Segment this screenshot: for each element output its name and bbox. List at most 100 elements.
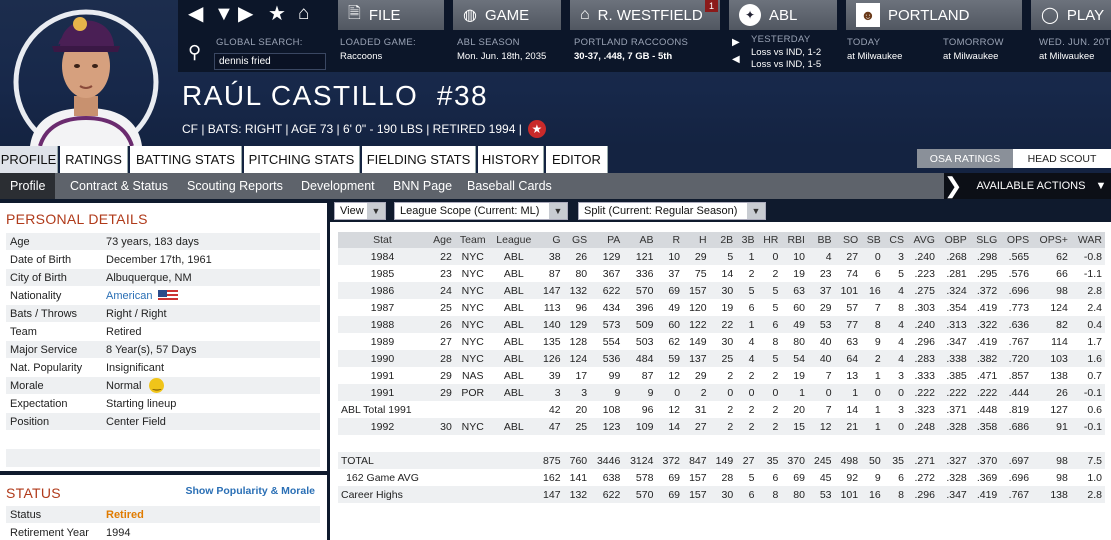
menu-file-button[interactable]: 🗎 FILE bbox=[338, 0, 444, 30]
nationality-link[interactable]: American bbox=[106, 289, 153, 302]
column-header-obp[interactable]: OBP bbox=[937, 232, 970, 248]
menu-game-button[interactable]: ◍ GAME bbox=[453, 0, 561, 30]
column-header-2b[interactable]: 2B bbox=[709, 232, 737, 248]
table-cell: 149 bbox=[709, 452, 737, 469]
table-cell: 40 bbox=[807, 350, 835, 367]
table-cell: .296 bbox=[914, 335, 935, 348]
table-row[interactable]: 1987 25 NYC ABL 113 96 434 396 49 120 19 6 5 60 29 57 7 8… bbox=[338, 299, 1105, 316]
league-logo-icon: ✦ bbox=[739, 4, 761, 26]
show-popularity-link[interactable]: Show Popularity & Morale bbox=[185, 485, 315, 497]
column-header-h[interactable]: H bbox=[683, 232, 710, 248]
table-cell: 5 bbox=[757, 282, 782, 299]
subtab-contract-status[interactable]: Contract & Status bbox=[70, 179, 168, 193]
table-cell: 370 bbox=[781, 452, 808, 469]
tab-pitching-stats[interactable]: PITCHING STATS bbox=[244, 146, 360, 173]
column-header-cs[interactable]: CS bbox=[883, 232, 907, 248]
table-row[interactable]: 1986 24 NYC ABL 147 132 622 570 69 157 30 5 5 63 37 101… bbox=[338, 282, 1105, 299]
column-header-team[interactable]: Team bbox=[454, 232, 491, 248]
menu-play-button[interactable]: ◯ PLAY bbox=[1031, 0, 1111, 30]
season-label: ABL SEASON bbox=[457, 37, 520, 48]
yesterday-result-1[interactable]: Loss vs IND, 1-2 bbox=[751, 47, 822, 58]
dropdown-arrow-icon[interactable]: ▼ bbox=[214, 3, 234, 25]
tab-history[interactable]: HISTORY bbox=[478, 146, 544, 173]
table-cell: .767 bbox=[1000, 486, 1033, 503]
column-header-r[interactable]: R bbox=[656, 232, 684, 248]
subtab-scouting-reports[interactable]: Scouting Reports bbox=[187, 179, 283, 193]
table-cell: 1984 bbox=[338, 248, 427, 265]
column-header-ops-[interactable]: OPS+ bbox=[1032, 232, 1071, 248]
tab-editor[interactable]: EDITOR bbox=[546, 146, 608, 173]
split-dropdown[interactable]: Split (Current: Regular Season) ▼ bbox=[578, 202, 766, 220]
tab-ratings[interactable]: RATINGS bbox=[60, 146, 128, 173]
back-arrow-icon[interactable]: ◀ bbox=[188, 3, 204, 25]
menu-team-button[interactable]: ☻ PORTLAND bbox=[846, 0, 1022, 30]
table-cell: 16 bbox=[861, 282, 884, 299]
subtab-baseball-cards[interactable]: Baseball Cards bbox=[467, 179, 552, 193]
column-header-sb[interactable]: SB bbox=[861, 232, 884, 248]
tab-fielding-stats[interactable]: FIELDING STATS bbox=[362, 146, 476, 173]
column-header-gs[interactable]: GS bbox=[563, 232, 591, 248]
table-row[interactable]: 1984 22 NYC ABL 38 26 129 121 10 29 5 1 0 10 4 27 0 3.240… bbox=[338, 248, 1105, 265]
subtab-bnn-page[interactable]: BNN Page bbox=[393, 179, 453, 193]
view-dropdown[interactable]: View ▼ bbox=[334, 202, 386, 220]
league-scope-dropdown[interactable]: League Scope (Current: ML) ▼ bbox=[394, 202, 568, 220]
column-header-avg[interactable]: AVG bbox=[906, 232, 938, 248]
menu-manager-button[interactable]: ⌂ R. WESTFIELD 1 bbox=[570, 0, 720, 30]
table-row[interactable]: 1989 27 NYC ABL 135 128 554 503 62 149 30 4 8 80 40 63 9… bbox=[338, 333, 1105, 350]
table-cell: 60 bbox=[793, 301, 805, 314]
head-scout-button[interactable]: HEAD SCOUT bbox=[1013, 149, 1111, 168]
season-value: Mon. Jun. 18th, 2035 bbox=[457, 51, 547, 62]
menu-league-button[interactable]: ✦ ABL bbox=[729, 0, 837, 30]
table-cell: 1 bbox=[874, 403, 881, 416]
column-header-rbi[interactable]: RBI bbox=[781, 232, 808, 248]
next-arrow-icon[interactable]: ▶ bbox=[732, 37, 740, 48]
home-icon[interactable]: ⌂ bbox=[298, 3, 310, 24]
table-cell: 336 bbox=[635, 267, 654, 280]
forward-arrow-icon[interactable]: ▶ bbox=[238, 3, 254, 25]
column-header-stat[interactable]: Stat bbox=[338, 232, 427, 248]
table-row[interactable]: ABL Total 1991 42 20 108 96 12 31 2 2 2 20 7 14 1 3 .32… bbox=[338, 401, 1105, 418]
star-icon[interactable]: ★ bbox=[268, 3, 286, 25]
column-header-slg[interactable]: SLG bbox=[969, 232, 1001, 248]
column-header-ops[interactable]: OPS bbox=[1000, 232, 1033, 248]
column-header-pa[interactable]: PA bbox=[590, 232, 624, 248]
table-cell: 8 bbox=[772, 335, 779, 348]
today-value[interactable]: at Milwaukee bbox=[847, 51, 903, 62]
table-row[interactable]: 162 Game AVG 162 141 638 578 69 157 28 5 6 69 45 92 9… bbox=[338, 469, 1105, 486]
column-header-age[interactable]: Age bbox=[426, 232, 455, 248]
column-header-war[interactable]: WAR bbox=[1070, 232, 1105, 248]
table-row[interactable]: 1992 30 NYC ABL 47 25 123 109 14 27 2 2 2 15 12 21 1 0.24… bbox=[338, 418, 1105, 435]
table-row[interactable]: 1985 23 NYC ABL 87 80 367 336 37 75 14 2 2 19 23 74 6 5 .2… bbox=[338, 265, 1105, 282]
table-cell bbox=[427, 469, 455, 486]
subtab-profile[interactable]: Profile bbox=[0, 173, 56, 199]
subtab-development[interactable]: Development bbox=[301, 179, 375, 193]
table-row[interactable]: TOTAL 875 760 3446 3124 372 847 149 27 35 370 245 49… bbox=[338, 452, 1105, 469]
column-header-3b[interactable]: 3B bbox=[736, 232, 758, 248]
tab-profile[interactable]: PROFILE bbox=[0, 146, 58, 173]
global-search-input[interactable] bbox=[214, 53, 326, 70]
status-row: Status Retired bbox=[6, 506, 320, 523]
table-row[interactable]: 1991 29 POR ABL 3 3 9 9 0 2 0 0 0 1 0 1 0 0.222.222.222.4… bbox=[338, 384, 1105, 401]
column-header-ab[interactable]: AB bbox=[623, 232, 657, 248]
table-cell: 31 bbox=[694, 403, 707, 416]
column-header-g[interactable]: G bbox=[536, 232, 564, 248]
column-header-bb[interactable]: BB bbox=[807, 232, 835, 248]
wed-value[interactable]: at Milwaukee bbox=[1039, 51, 1095, 62]
prev-arrow-icon[interactable]: ◀ bbox=[732, 54, 740, 65]
table-cell: 554 bbox=[602, 335, 621, 348]
table-row[interactable]: Career Highs 147 132 622 570 69 157 30 6 8 80 53 101… bbox=[338, 486, 1105, 503]
table-row[interactable]: 1988 26 NYC ABL 140 129 573 509 60 122 22 1 6 49 53 77 8… bbox=[338, 316, 1105, 333]
table-row[interactable]: 1990 28 NYC ABL 126 124 536 484 59 137 25 4 5 54 40 64 2… bbox=[338, 350, 1105, 367]
column-header-league[interactable]: League bbox=[490, 232, 537, 248]
tomorrow-value[interactable]: at Milwaukee bbox=[943, 51, 999, 62]
column-header-so[interactable]: SO bbox=[834, 232, 862, 248]
search-icon[interactable]: ⚲ bbox=[188, 42, 202, 62]
table-cell: 69 bbox=[668, 471, 681, 484]
available-actions-button[interactable]: ❯ AVAILABLE ACTIONS ▼ bbox=[944, 173, 1111, 199]
table-cell: .222 bbox=[906, 384, 938, 401]
osa-ratings-button[interactable]: OSA RATINGS bbox=[917, 149, 1013, 168]
column-header-hr[interactable]: HR bbox=[757, 232, 782, 248]
tab-batting-stats[interactable]: BATTING STATS bbox=[130, 146, 242, 173]
table-row[interactable]: 1991 29 NAS ABL 39 17 99 87 12 29 2 2 2 19 7 13 1 3.333.3… bbox=[338, 367, 1105, 384]
yesterday-result-2[interactable]: Loss vs IND, 1-5 bbox=[751, 59, 822, 70]
